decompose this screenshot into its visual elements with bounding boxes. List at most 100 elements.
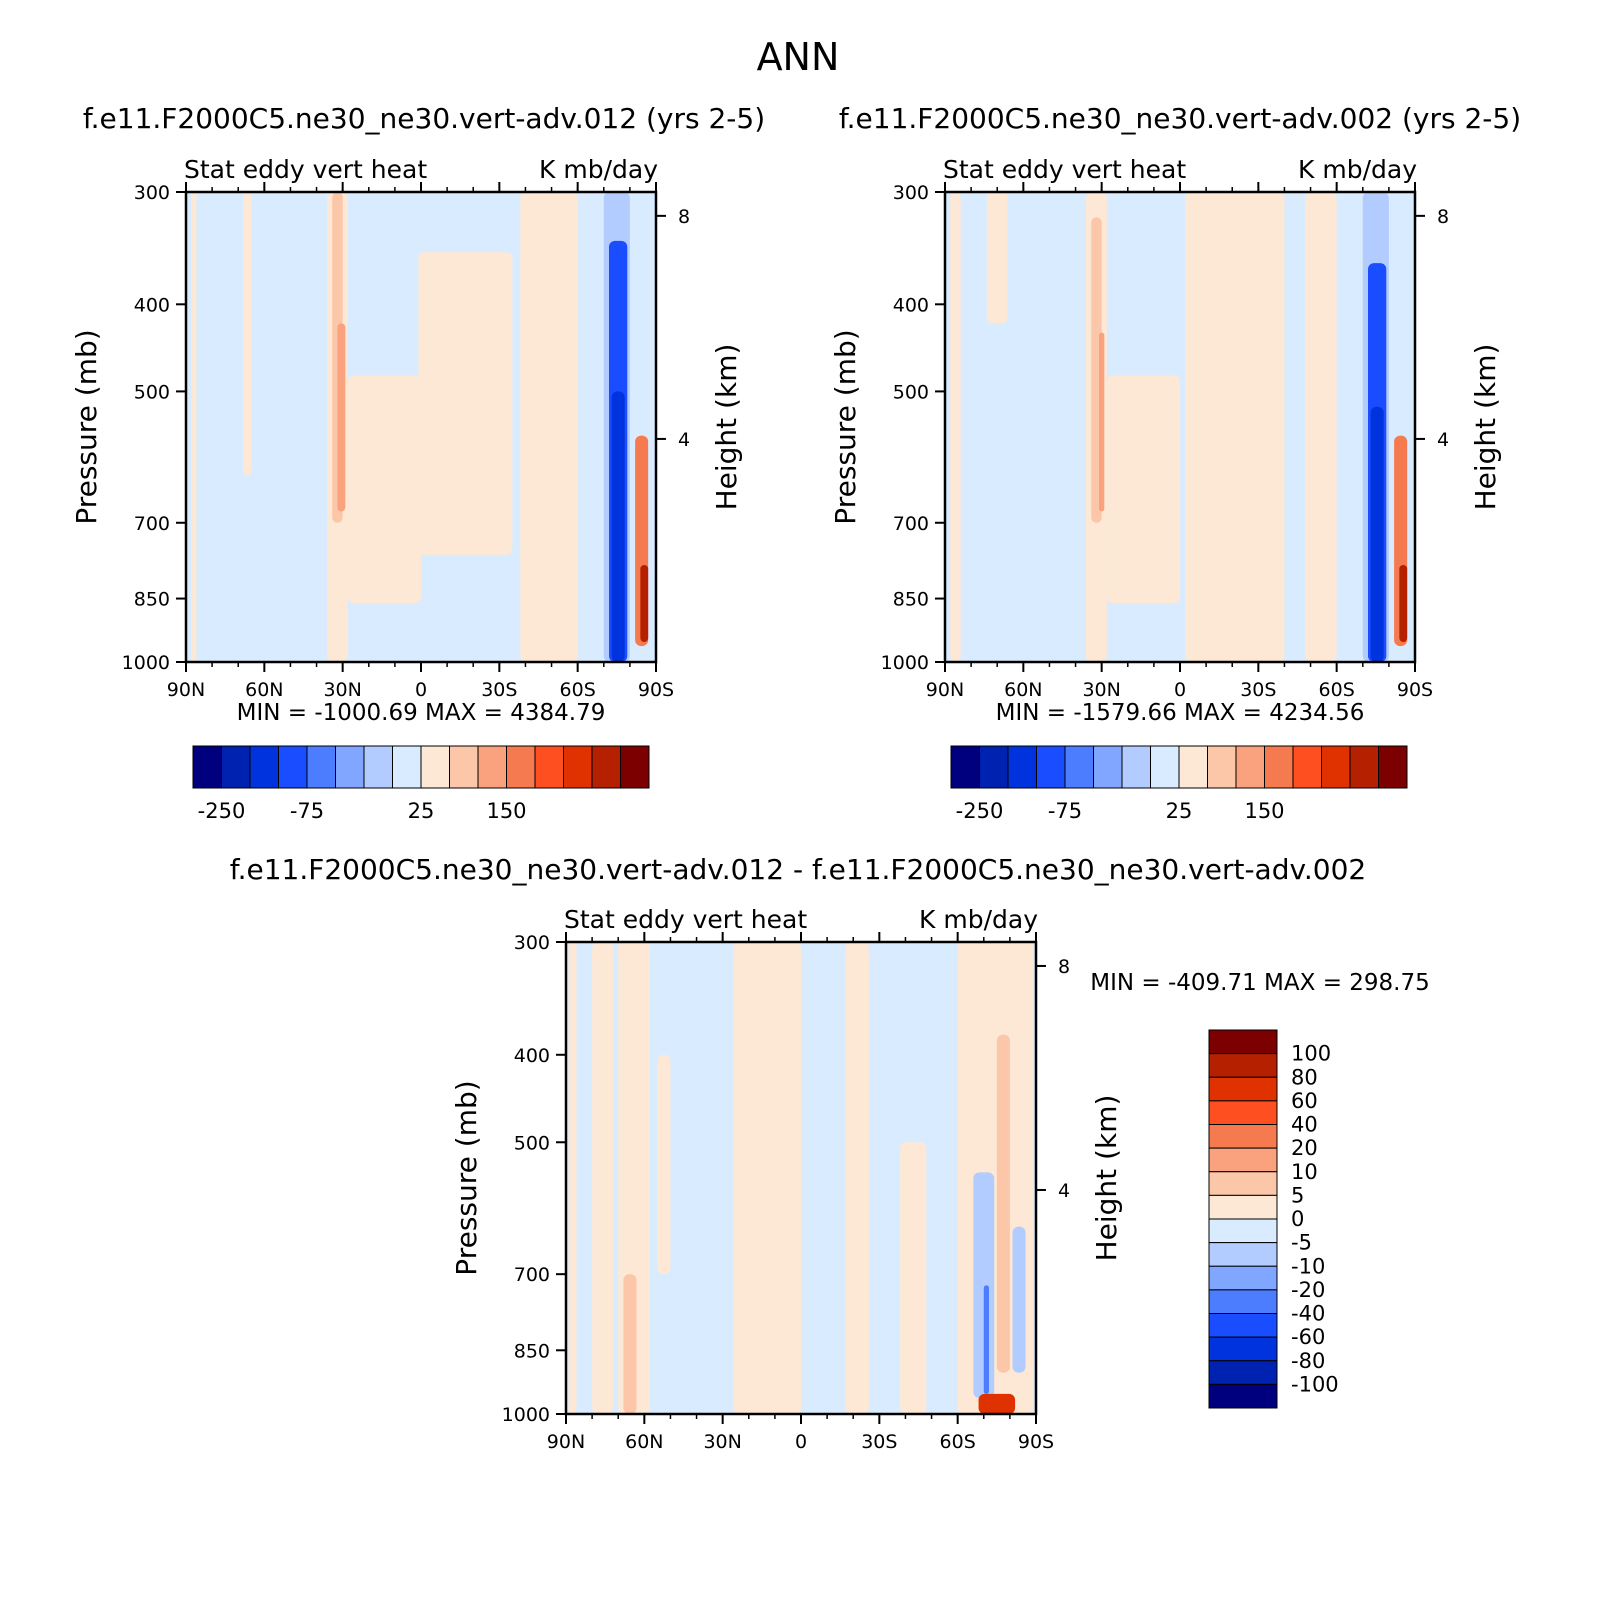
y2-axis-label: Height (km) bbox=[1090, 1095, 1123, 1262]
x-tick-label: 60N bbox=[245, 679, 283, 701]
field-region bbox=[520, 192, 578, 662]
x-tick-label: 90S bbox=[1397, 679, 1433, 701]
colorbar-swatch bbox=[1121, 745, 1151, 789]
y2-tick-label: 4 bbox=[1058, 1180, 1070, 1202]
right-string: K mb/day bbox=[919, 905, 1038, 934]
field-region bbox=[337, 323, 346, 512]
colorbar-swatch bbox=[1208, 1242, 1278, 1267]
colorbar-label: 100 bbox=[1291, 1042, 1331, 1066]
field-region bbox=[1099, 332, 1105, 512]
colorbar-swatch bbox=[1064, 745, 1094, 789]
colorbar-swatch bbox=[306, 745, 336, 789]
field-region bbox=[1305, 192, 1337, 662]
colorbar-swatch bbox=[1207, 745, 1237, 789]
field-region bbox=[568, 942, 577, 1414]
colorbar-swatch bbox=[1208, 1218, 1278, 1244]
x-tick-label: 60N bbox=[625, 1431, 663, 1453]
colorbar-label: -10 bbox=[1291, 1254, 1325, 1278]
y-tick-label: 400 bbox=[514, 1045, 550, 1067]
field-region bbox=[623, 1274, 637, 1414]
y-tick-label: 700 bbox=[893, 513, 929, 535]
y2-tick-label: 8 bbox=[678, 206, 690, 228]
x-tick-label: 30S bbox=[861, 1431, 897, 1453]
y-tick-label: 700 bbox=[134, 513, 170, 535]
field-region bbox=[611, 391, 625, 662]
x-tick-label: 30S bbox=[481, 679, 517, 701]
colorbar-swatch bbox=[1349, 745, 1379, 789]
colorbar-swatch bbox=[979, 745, 1009, 789]
colorbar: -250 -75 25 150 bbox=[192, 745, 650, 823]
colorbar-swatch bbox=[1208, 1171, 1278, 1196]
y2-tick-label: 4 bbox=[1437, 429, 1449, 451]
left-string: Stat eddy vert heat bbox=[943, 155, 1186, 184]
y-tick-label: 1000 bbox=[502, 1404, 550, 1426]
x-tick-label: 0 bbox=[795, 1431, 807, 1453]
field-region bbox=[733, 942, 801, 1414]
colorbar-label: -75 bbox=[290, 799, 324, 823]
colorbar-swatch bbox=[506, 745, 536, 789]
colorbar-swatch bbox=[1208, 1124, 1278, 1149]
colorbar-label: 40 bbox=[1291, 1113, 1318, 1137]
x-tick-label: 60S bbox=[940, 1431, 976, 1453]
y-tick-label: 700 bbox=[514, 1264, 550, 1286]
colorbar-swatch bbox=[477, 745, 507, 789]
colorbar-swatch bbox=[1150, 745, 1180, 789]
colorbar-label: 80 bbox=[1291, 1065, 1318, 1089]
colorbar-label: 150 bbox=[1244, 799, 1284, 823]
min-max-label: MIN = -1579.66 MAX = 4234.56 bbox=[996, 700, 1365, 726]
y-tick-label: 500 bbox=[514, 1132, 550, 1154]
colorbar-swatch bbox=[1093, 745, 1123, 789]
colorbar-label: -80 bbox=[1291, 1349, 1325, 1373]
y-tick-label: 850 bbox=[893, 589, 929, 611]
x-tick-label: 30S bbox=[1240, 679, 1276, 701]
y2-tick-label: 8 bbox=[1437, 206, 1449, 228]
field-regions bbox=[568, 942, 1034, 1414]
colorbar-label: 10 bbox=[1291, 1160, 1318, 1184]
colorbar: -250 -75 25 150 bbox=[950, 745, 1408, 823]
colorbar-swatch bbox=[449, 745, 479, 789]
y-tick-label: 1000 bbox=[881, 652, 929, 674]
colorbar-swatch bbox=[1208, 1029, 1278, 1055]
colorbar-swatch bbox=[420, 745, 450, 789]
x-tick-label: 90N bbox=[547, 1431, 585, 1453]
colorbar-label: -75 bbox=[1048, 799, 1082, 823]
x-tick-label: 30N bbox=[323, 679, 361, 701]
colorbar-label: -40 bbox=[1291, 1302, 1325, 1326]
x-tick-label: 30N bbox=[1082, 679, 1120, 701]
colorbar-swatch bbox=[1036, 745, 1066, 789]
colorbar-swatch bbox=[1208, 1265, 1278, 1291]
y-axis-label: Pressure (mb) bbox=[829, 329, 862, 524]
colorbar-swatch bbox=[1208, 1053, 1278, 1078]
colorbar-swatch bbox=[335, 745, 365, 789]
y2-tick-label: 4 bbox=[678, 429, 690, 451]
x-tick-label: 90S bbox=[1018, 1431, 1054, 1453]
colorbar-swatch bbox=[1208, 1383, 1278, 1409]
colorbar-swatch bbox=[1208, 1336, 1278, 1362]
colorbar-label: -5 bbox=[1291, 1231, 1312, 1255]
colorbar-swatch bbox=[1264, 745, 1294, 789]
colorbar-label: 25 bbox=[1166, 799, 1193, 823]
field-region bbox=[1106, 375, 1180, 604]
y2-axis-label: Height (km) bbox=[1469, 344, 1502, 511]
colorbar-label: -60 bbox=[1291, 1325, 1325, 1349]
x-tick-label: 0 bbox=[415, 679, 427, 701]
field-region bbox=[950, 192, 961, 662]
field-regions bbox=[950, 192, 1408, 662]
y-tick-label: 500 bbox=[893, 381, 929, 403]
colorbar-swatch bbox=[1208, 1100, 1278, 1125]
colorbar-swatch bbox=[1321, 745, 1351, 789]
field-region bbox=[900, 1142, 927, 1414]
field-region bbox=[978, 1393, 1016, 1414]
field-region bbox=[1185, 192, 1285, 662]
left-string: Stat eddy vert heat bbox=[564, 905, 807, 934]
colorbar-swatch bbox=[534, 745, 564, 789]
panels: f.e11.F2000C5.ne30_ne30.vert-adv.012 (yr… bbox=[70, 102, 1521, 1453]
y2-tick-label: 8 bbox=[1058, 956, 1070, 978]
x-tick-label: 90N bbox=[167, 679, 205, 701]
colorbar-swatch bbox=[249, 745, 279, 789]
colorbar-swatch bbox=[278, 745, 308, 789]
colorbar-swatch bbox=[392, 745, 422, 789]
panel-1: f.e11.F2000C5.ne30_ne30.vert-adv.012 (yr… bbox=[70, 102, 765, 823]
y-tick-label: 400 bbox=[134, 294, 170, 316]
